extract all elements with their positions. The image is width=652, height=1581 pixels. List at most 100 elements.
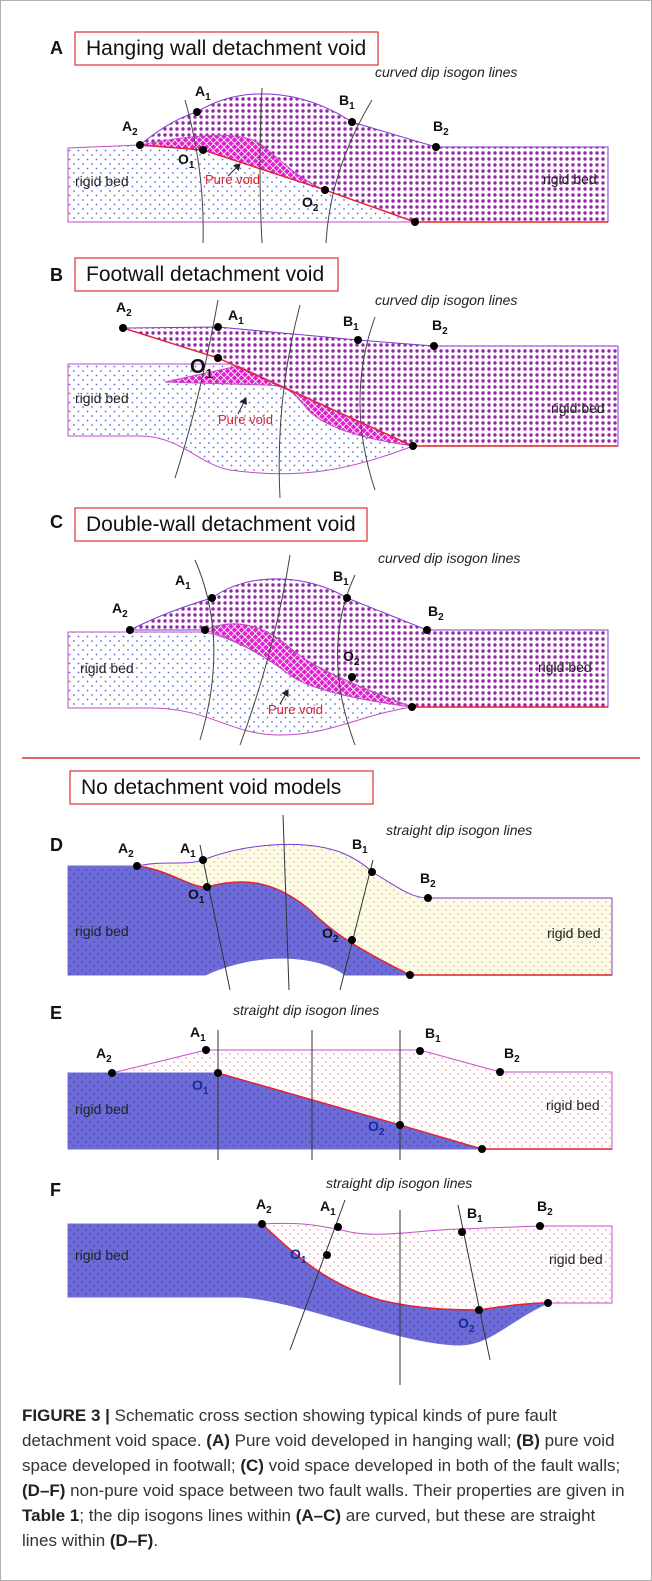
point-label: A1 <box>228 307 244 327</box>
point-name: A <box>122 118 132 134</box>
point-label: B1 <box>343 313 359 333</box>
point-dot <box>396 1121 404 1129</box>
point-name: O <box>178 151 189 167</box>
point-dot <box>119 324 127 332</box>
void-label: Pure void <box>268 702 323 717</box>
point-label: A1 <box>190 1024 206 1044</box>
point-subscript: 2 <box>333 934 339 945</box>
point-dot <box>430 342 438 350</box>
point-dot <box>408 703 416 711</box>
panel-title: Hanging wall detachment void <box>86 37 366 60</box>
point-subscript: 1 <box>200 1033 206 1044</box>
point-subscript: 2 <box>430 879 436 890</box>
point-dot <box>343 594 351 602</box>
caption-text: (D–F) <box>110 1531 153 1550</box>
caption-text: non-pure void space between two fault wa… <box>65 1481 624 1500</box>
caption-text: Table 1 <box>22 1506 79 1525</box>
point-dot <box>406 971 414 979</box>
point-label: B2 <box>537 1198 553 1218</box>
void-label: Pure void <box>205 172 260 187</box>
point-subscript: 2 <box>438 612 444 623</box>
point-label: A2 <box>118 840 134 860</box>
point-name: B <box>339 92 349 108</box>
rigid-bed-label: rigid bed <box>546 1097 600 1113</box>
panel-letter: B <box>50 265 63 285</box>
point-label: B1 <box>333 568 349 588</box>
point-name: A <box>190 1024 200 1040</box>
caption-text: FIGURE 3 | <box>22 1406 110 1425</box>
point-subscript: 2 <box>514 1054 520 1065</box>
point-name: A <box>175 572 185 588</box>
rigid-bed-label: rigid bed <box>547 925 601 941</box>
point-dot <box>108 1069 116 1077</box>
point-subscript: 1 <box>185 581 191 592</box>
point-name: A <box>320 1198 330 1214</box>
point-dot <box>202 1046 210 1054</box>
point-subscript: 2 <box>122 609 128 620</box>
point-dot <box>432 143 440 151</box>
point-label: A2 <box>122 118 138 138</box>
point-dot <box>424 894 432 902</box>
point-name: B <box>333 568 343 584</box>
point-label: B2 <box>420 870 436 890</box>
point-subscript: 2 <box>266 1205 272 1216</box>
point-dot <box>199 146 207 154</box>
caption-text: (C) <box>240 1456 264 1475</box>
point-dot <box>334 1223 342 1231</box>
point-subscript: 1 <box>206 366 213 381</box>
caption-text: (A–C) <box>296 1506 341 1525</box>
panel-letter: D <box>50 835 63 855</box>
point-name: B <box>467 1205 477 1221</box>
caption-text: Pure void developed in hanging wall; <box>230 1431 516 1450</box>
caption-text: . <box>153 1531 158 1550</box>
point-label: A1 <box>195 83 211 103</box>
point-subscript: 1 <box>301 1255 307 1266</box>
point-subscript: 1 <box>238 316 244 327</box>
panel-letter: A <box>50 38 63 58</box>
point-label: O1 <box>190 356 213 381</box>
caption-text: (D–F) <box>22 1481 65 1500</box>
page: {"panels": [ {"letter": "A", "title": "H… <box>0 0 652 1581</box>
point-name: A <box>112 600 122 616</box>
point-dot <box>475 1306 483 1314</box>
rigid-bed-label: rigid bed <box>543 171 597 187</box>
point-dot <box>199 856 207 864</box>
point-dot <box>214 323 222 331</box>
rigid-bed-label: rigid bed <box>80 660 134 676</box>
point-label: A2 <box>116 299 132 319</box>
point-subscript: 2 <box>547 1207 553 1218</box>
point-subscript: 1 <box>343 577 349 588</box>
point-subscript: 1 <box>189 160 195 171</box>
rigid-bed-label: rigid bed <box>75 923 129 939</box>
point-subscript: 2 <box>379 1127 385 1138</box>
point-dot <box>348 936 356 944</box>
point-subscript: 2 <box>442 326 448 337</box>
point-name: A <box>195 83 205 99</box>
rigid-bed-label: rigid bed <box>549 1251 603 1267</box>
point-dot <box>416 1047 424 1055</box>
panel-title: Footwall detachment void <box>86 263 324 286</box>
panel-letter: F <box>50 1180 61 1200</box>
point-dot <box>258 1220 266 1228</box>
caption: FIGURE 3 | Schematic cross section showi… <box>22 1403 632 1553</box>
point-dot <box>411 218 419 226</box>
point-name: B <box>537 1198 547 1214</box>
point-label: B1 <box>467 1205 483 1225</box>
point-dot <box>208 594 216 602</box>
point-subscript: 1 <box>330 1207 336 1218</box>
point-subscript: 1 <box>349 101 355 112</box>
isogon-label: curved dip isogon lines <box>378 550 520 566</box>
point-subscript: 1 <box>203 1086 209 1097</box>
point-name: B <box>504 1045 514 1061</box>
point-dot <box>323 1251 331 1259</box>
rigid-bed-label: rigid bed <box>75 1101 129 1117</box>
point-label: B2 <box>428 603 444 623</box>
isogon-label: straight dip isogon lines <box>386 822 532 838</box>
point-subscript: 2 <box>313 203 319 214</box>
caption-text: ; the dip isogons lines within <box>79 1506 295 1525</box>
point-name: A <box>118 840 128 856</box>
point-name: O <box>302 194 313 210</box>
point-dot <box>409 442 417 450</box>
rigid-bed-label: rigid bed <box>75 1247 129 1263</box>
point-name: O <box>190 356 206 378</box>
